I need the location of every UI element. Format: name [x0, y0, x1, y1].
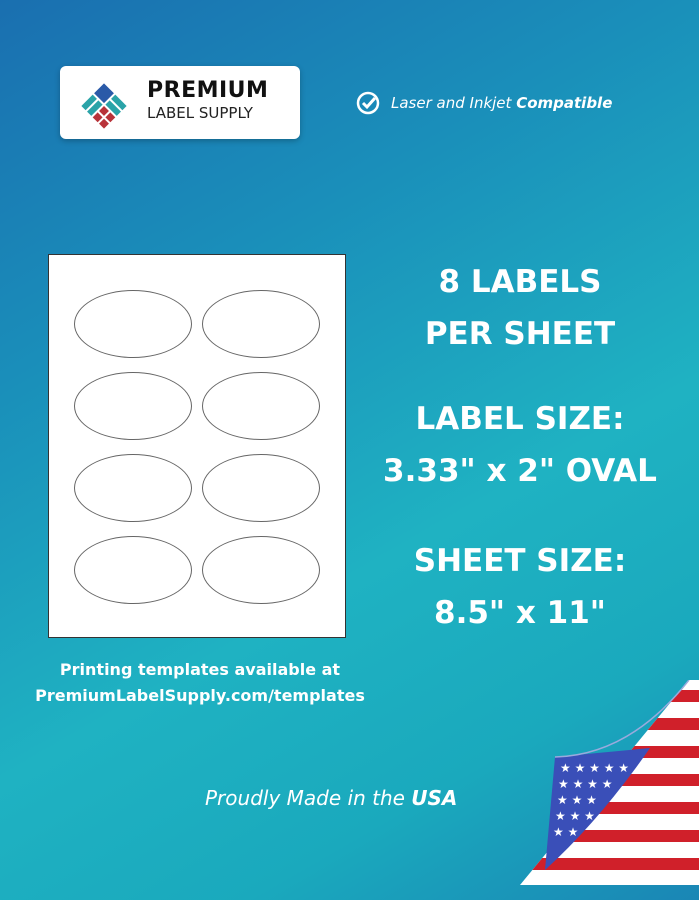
- label-size: LABEL SIZE: 3.33" x 2" OVAL: [370, 393, 670, 497]
- svg-text:★ ★ ★ ★ ★: ★ ★ ★ ★ ★: [560, 761, 629, 775]
- usa-bold: USA: [411, 786, 458, 810]
- oval-label: [74, 372, 192, 440]
- templates-note: Printing templates available at PremiumL…: [10, 657, 390, 709]
- us-flag-icon: ★ ★ ★ ★ ★ ★ ★ ★ ★ ★ ★ ★ ★ ★ ★ ★ ★: [520, 680, 699, 885]
- labels-per-sheet: 8 LABELS PER SHEET: [370, 256, 670, 360]
- svg-text:★ ★ ★ ★: ★ ★ ★ ★: [558, 777, 612, 791]
- compat-bold: Compatible: [516, 94, 613, 112]
- oval-label: [202, 536, 320, 604]
- oval-label: [202, 290, 320, 358]
- svg-text:★ ★ ★: ★ ★ ★: [555, 809, 595, 823]
- headline-line: LABEL SIZE:: [415, 401, 625, 437]
- compat-text: Laser and Inkjet: [391, 94, 512, 112]
- logo-title: PREMIUM: [147, 78, 269, 103]
- check-circle-icon: [356, 91, 380, 115]
- oval-label: [74, 536, 192, 604]
- headline-line: 3.33" x 2" OVAL: [383, 453, 657, 489]
- templates-line: Printing templates available at: [59, 660, 341, 679]
- headline-line: 8 LABELS: [438, 264, 602, 300]
- headline-line: PER SHEET: [424, 316, 616, 352]
- logo-subtitle: LABEL SUPPLY: [147, 104, 253, 122]
- templates-url: PremiumLabelSupply.com/templates: [35, 686, 365, 705]
- brand-logo: PREMIUM LABEL SUPPLY: [60, 66, 300, 139]
- sheet-size: SHEET SIZE: 8.5" x 11": [370, 535, 670, 639]
- svg-text:★ ★: ★ ★: [553, 825, 578, 839]
- made-in-usa: Proudly Made in the USA: [205, 786, 457, 810]
- oval-label: [74, 454, 192, 522]
- headline-line: SHEET SIZE:: [413, 543, 627, 579]
- svg-text:★ ★ ★: ★ ★ ★: [557, 793, 597, 807]
- oval-label: [202, 454, 320, 522]
- oval-label: [74, 290, 192, 358]
- headline-line: 8.5" x 11": [434, 595, 606, 631]
- compatibility-note: Laser and Inkjet Compatible: [355, 90, 612, 116]
- oval-label: [202, 372, 320, 440]
- usa-text: Proudly Made in the: [205, 786, 405, 810]
- label-sheet-illustration: [48, 254, 346, 638]
- logo-mark-icon: [81, 83, 127, 129]
